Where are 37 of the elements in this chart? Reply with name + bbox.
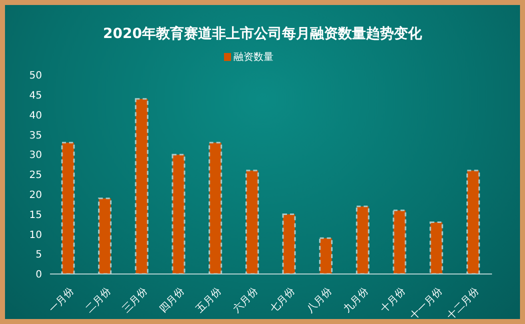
bar	[356, 206, 370, 274]
y-tick-label: 15	[29, 210, 42, 221]
y-tick-label: 40	[29, 110, 42, 122]
bar	[466, 170, 480, 274]
y-tick-label: 0	[36, 270, 42, 281]
x-tick-label: 十月份	[378, 285, 408, 315]
y-tick-label: 10	[29, 230, 42, 241]
bar	[208, 142, 222, 274]
bar	[392, 210, 406, 274]
bar	[98, 198, 112, 274]
y-tick-label: 45	[29, 90, 42, 102]
bar	[245, 170, 259, 274]
y-tick-label: 50	[29, 70, 42, 82]
text: 融资数量	[234, 50, 274, 64]
x-tick-label: 五月份	[194, 286, 224, 315]
x-tick-label: 九月份	[341, 285, 371, 315]
bar	[61, 142, 75, 274]
bar	[134, 98, 148, 274]
x-tick-label: 二月份	[84, 286, 114, 315]
chart-title: 2020年教育赛道非上市公司每月融资数量趋势变化	[102, 25, 423, 43]
y-tick-label: 25	[29, 170, 42, 182]
x-tick-label: 四月份	[158, 286, 187, 315]
x-tick-label: 十一月份	[408, 285, 445, 322]
x-tick-label: 八月份	[305, 286, 334, 315]
y-tick-label: 20	[29, 190, 42, 201]
bar	[319, 237, 333, 274]
x-tick-label: 三月份	[120, 286, 150, 315]
bar	[430, 222, 444, 274]
y-tick-label: 30	[29, 150, 42, 162]
x-tick-label: 七月份	[267, 285, 298, 315]
bar	[282, 214, 296, 274]
y-tick-label: 35	[29, 130, 42, 142]
y-tick-label: 5	[36, 250, 42, 261]
bar	[172, 154, 186, 274]
x-tick-label: 一月份	[47, 286, 76, 315]
x-tick-label: 十二月份	[444, 285, 482, 322]
x-tick-label: 六月份	[230, 285, 260, 315]
